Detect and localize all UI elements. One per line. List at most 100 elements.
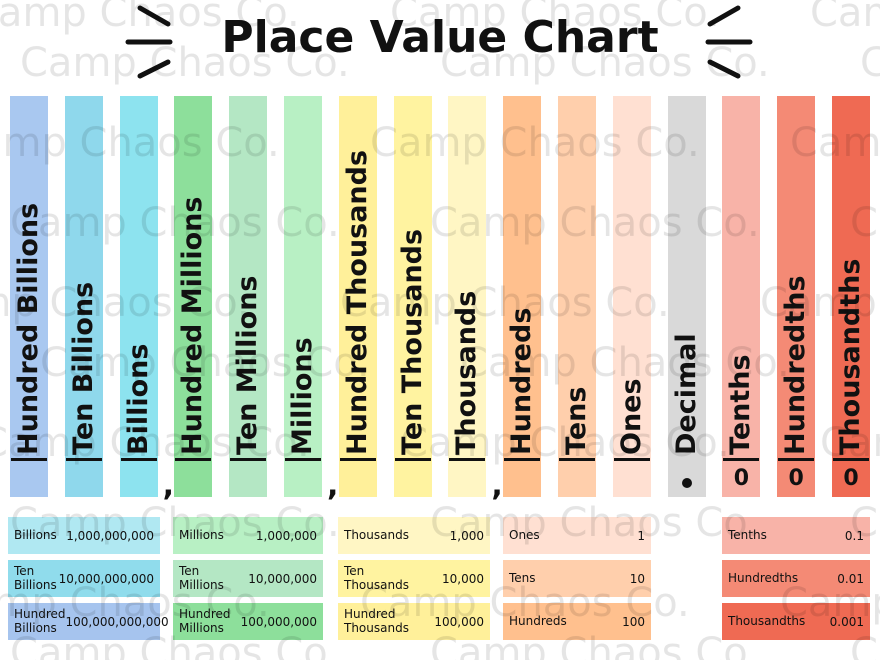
column xyxy=(338,96,377,497)
row-label: Tenths xyxy=(728,527,767,542)
row-label: Thousandths xyxy=(728,613,806,628)
column xyxy=(558,96,596,497)
column xyxy=(503,96,542,497)
column-label: Ten Billions xyxy=(67,281,99,455)
row-value: 1,000,000,000 xyxy=(66,528,154,543)
table-row: Hundred Thousands 100,000 xyxy=(338,603,490,640)
column xyxy=(777,96,816,497)
underline xyxy=(449,458,486,461)
table-row: Ten Billions 10,000,000,000 xyxy=(8,560,160,597)
table-row: Tens 10 xyxy=(503,560,651,597)
row-value: 1,000 xyxy=(449,528,484,543)
underline xyxy=(175,458,212,461)
underline xyxy=(11,458,47,461)
column xyxy=(667,96,706,497)
row-label: Ones xyxy=(509,527,540,542)
row-label: Hundredths xyxy=(728,570,799,585)
underline xyxy=(613,458,650,461)
table-row: Tenths 0.1 xyxy=(722,517,870,554)
column xyxy=(64,96,103,497)
column-label: Tenths xyxy=(725,354,757,455)
table-row: Ones 1 xyxy=(503,517,651,554)
column-label: Hundreds xyxy=(506,307,538,455)
column-label: Hundred Thousands xyxy=(341,149,373,455)
row-value: 10 xyxy=(629,571,645,586)
table-row: Hundred Millions 100,000,000 xyxy=(173,603,323,640)
separator: , xyxy=(491,468,503,503)
column xyxy=(284,96,322,497)
row-value: 1,000,000 xyxy=(255,528,317,543)
column-label: Tens xyxy=(561,386,592,455)
column-label: Billions xyxy=(122,343,154,455)
digit: 0 xyxy=(733,466,750,491)
underline xyxy=(394,458,431,461)
column xyxy=(229,96,268,497)
row-value: 100 xyxy=(622,614,645,629)
column-label: Hundred Billions xyxy=(13,202,44,455)
column xyxy=(722,96,761,497)
row-value: 1 xyxy=(637,528,645,543)
column xyxy=(448,96,487,497)
column-label: Hundred Millions xyxy=(177,196,209,455)
row-label: Hundred Thousands xyxy=(344,606,409,635)
column-label: Thousandths xyxy=(835,258,866,455)
row-label: Hundreds xyxy=(509,613,567,628)
column-label: Ones xyxy=(615,378,647,455)
row-value: 10,000,000 xyxy=(248,571,317,586)
column xyxy=(832,96,870,497)
table-row: Ten Millions 10,000,000 xyxy=(173,560,323,597)
underline xyxy=(65,458,102,461)
row-value: 0.1 xyxy=(844,528,864,543)
row-label: Hundred Billions xyxy=(14,606,66,635)
table-row: Ten Thousands 10,000 xyxy=(338,560,490,597)
row-value: 100,000 xyxy=(434,614,484,629)
column-label: Hundredths xyxy=(780,275,812,455)
row-value: 10,000,000,000 xyxy=(58,571,154,586)
row-value: 100,000,000 xyxy=(240,614,317,629)
underline xyxy=(559,458,595,461)
column-label: Millions xyxy=(287,337,318,455)
separator: , xyxy=(162,468,174,503)
column xyxy=(174,96,213,497)
row-label: Millions xyxy=(179,527,224,542)
row-value: 10,000 xyxy=(442,571,484,586)
underline xyxy=(339,458,376,461)
table-row: Hundredths 0.01 xyxy=(722,560,870,597)
column xyxy=(393,96,432,497)
row-label: Hundred Millions xyxy=(179,606,231,635)
table-row: Thousandths 0.001 xyxy=(722,603,870,640)
row-label: Ten Millions xyxy=(179,563,224,592)
row-value: 100,000,000,000 xyxy=(65,614,169,629)
column xyxy=(10,96,48,497)
row-label: Ten Thousands xyxy=(344,563,409,592)
title-decoration xyxy=(125,5,753,79)
row-value: 0.001 xyxy=(829,614,864,629)
column xyxy=(119,96,158,497)
underline xyxy=(833,458,869,461)
digit: 0 xyxy=(843,466,859,491)
row-label: Tens xyxy=(509,570,536,585)
column-label: Ten Millions xyxy=(232,275,264,456)
column-label: Ten Thousands xyxy=(396,228,428,455)
row-label: Thousands xyxy=(344,527,409,542)
table-row: Hundreds 100 xyxy=(503,603,651,640)
separator: , xyxy=(327,468,339,503)
underline xyxy=(723,458,760,461)
underline xyxy=(285,458,321,461)
table-row: Millions 1,000,000 xyxy=(173,517,323,554)
table-row: Billions 1,000,000,000 xyxy=(8,517,160,554)
column-label: Decimal xyxy=(670,333,702,455)
title: Place Value Chart xyxy=(221,12,659,63)
row-value: 0.01 xyxy=(837,571,864,586)
underline xyxy=(230,458,267,461)
column-label: Thousands xyxy=(451,290,483,455)
underline xyxy=(120,458,157,461)
digit: 0 xyxy=(788,466,804,491)
row-label: Ten Billions xyxy=(14,563,57,592)
table-row: Thousands 1,000 xyxy=(338,517,490,554)
column xyxy=(612,96,651,497)
underline xyxy=(504,458,541,461)
decimal-point xyxy=(681,478,692,488)
table-row: Hundred Billions 100,000,000,000 xyxy=(8,603,169,640)
